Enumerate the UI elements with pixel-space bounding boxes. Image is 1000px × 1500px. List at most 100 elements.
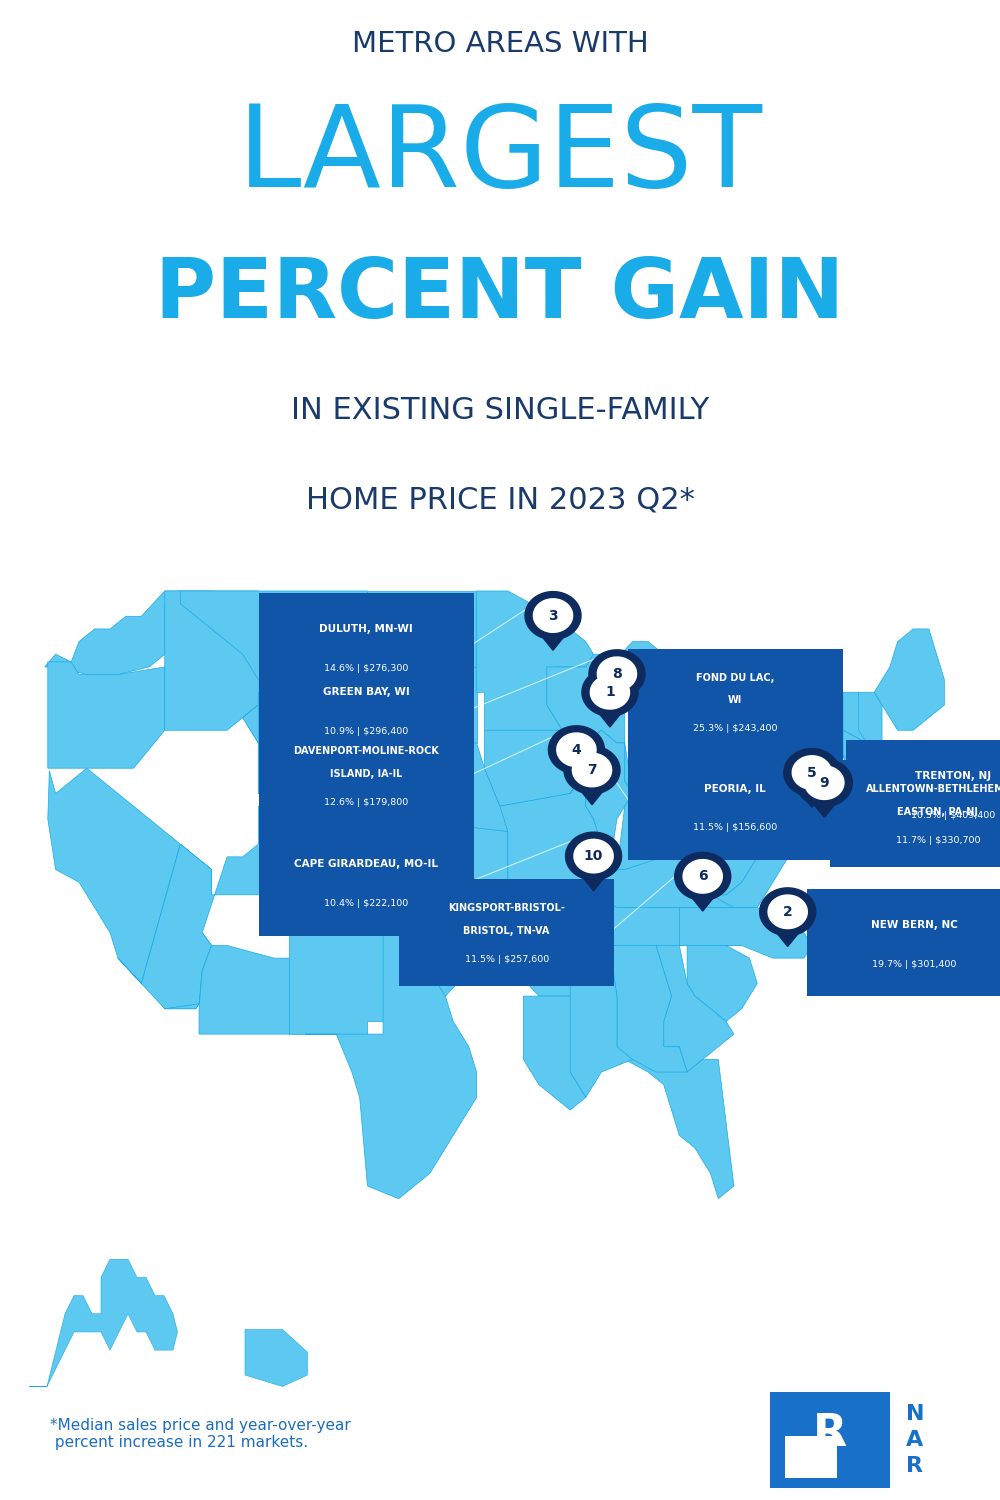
- Polygon shape: [547, 654, 633, 756]
- Text: DAVENPORT-MOLINE-ROCK: DAVENPORT-MOLINE-ROCK: [293, 746, 439, 756]
- Polygon shape: [572, 753, 612, 788]
- FancyBboxPatch shape: [628, 753, 843, 859]
- Polygon shape: [675, 852, 731, 900]
- Polygon shape: [602, 690, 632, 708]
- Polygon shape: [477, 591, 594, 730]
- Polygon shape: [874, 768, 882, 782]
- Polygon shape: [484, 730, 586, 806]
- Polygon shape: [289, 794, 399, 895]
- Polygon shape: [768, 896, 807, 928]
- Text: WI: WI: [728, 696, 742, 705]
- Polygon shape: [180, 591, 367, 693]
- Polygon shape: [566, 833, 622, 880]
- Polygon shape: [812, 794, 835, 831]
- FancyBboxPatch shape: [785, 1437, 837, 1479]
- Polygon shape: [289, 896, 383, 1034]
- Polygon shape: [667, 730, 734, 794]
- Text: 10.5% | $409,400: 10.5% | $409,400: [911, 810, 995, 819]
- Polygon shape: [48, 662, 165, 768]
- Polygon shape: [578, 871, 609, 891]
- Polygon shape: [703, 806, 757, 895]
- FancyBboxPatch shape: [628, 650, 843, 756]
- Polygon shape: [749, 831, 804, 856]
- Polygon shape: [399, 819, 508, 896]
- Polygon shape: [199, 945, 289, 1034]
- Polygon shape: [796, 759, 852, 807]
- Polygon shape: [533, 598, 573, 633]
- Polygon shape: [590, 675, 630, 710]
- Polygon shape: [687, 945, 757, 1022]
- Text: 5: 5: [807, 765, 817, 780]
- Polygon shape: [805, 766, 844, 800]
- Text: METRO AREAS WITH: METRO AREAS WITH: [352, 30, 648, 58]
- Polygon shape: [589, 650, 645, 698]
- Polygon shape: [656, 945, 734, 1072]
- Text: EASTON, PA-NJ: EASTON, PA-NJ: [897, 807, 978, 818]
- Polygon shape: [687, 892, 718, 910]
- Polygon shape: [523, 996, 586, 1110]
- Text: 11.7% | $330,700: 11.7% | $330,700: [896, 836, 980, 844]
- Text: *Median sales price and year-over-year
 percent increase in 221 markets.: *Median sales price and year-over-year p…: [50, 1418, 351, 1450]
- Polygon shape: [760, 888, 816, 936]
- Text: ALLENTOWN-BETHLEHEM-: ALLENTOWN-BETHLEHEM-: [866, 784, 1000, 794]
- Polygon shape: [683, 859, 722, 892]
- Polygon shape: [843, 693, 866, 742]
- Polygon shape: [245, 1329, 308, 1386]
- Polygon shape: [574, 840, 613, 873]
- Text: GREEN BAY, WI: GREEN BAY, WI: [323, 687, 410, 698]
- Text: FOND DU LAC,: FOND DU LAC,: [696, 674, 774, 682]
- Polygon shape: [48, 768, 212, 1010]
- Text: BRISTOL, TN-VA: BRISTOL, TN-VA: [463, 926, 550, 936]
- Text: A: A: [906, 1430, 924, 1450]
- Polygon shape: [609, 642, 679, 730]
- Text: R: R: [813, 1413, 847, 1455]
- Polygon shape: [557, 734, 596, 766]
- Polygon shape: [804, 819, 820, 844]
- Text: 8: 8: [612, 668, 622, 681]
- Polygon shape: [796, 788, 827, 807]
- Text: 2: 2: [783, 904, 793, 920]
- Text: LARGEST: LARGEST: [238, 100, 763, 211]
- Text: 11.5% | $257,600: 11.5% | $257,600: [465, 956, 549, 964]
- Text: 12.6% | $179,800: 12.6% | $179,800: [324, 798, 408, 807]
- FancyBboxPatch shape: [830, 760, 1000, 867]
- Text: N: N: [906, 1404, 924, 1423]
- Text: 3: 3: [548, 609, 558, 622]
- Text: R: R: [906, 1456, 924, 1476]
- Polygon shape: [679, 908, 812, 958]
- Text: 10.4% | $222,100: 10.4% | $222,100: [324, 900, 408, 909]
- Polygon shape: [562, 908, 633, 1098]
- Polygon shape: [757, 693, 843, 768]
- FancyBboxPatch shape: [259, 828, 474, 936]
- Polygon shape: [538, 632, 568, 651]
- Polygon shape: [141, 844, 212, 1010]
- Polygon shape: [859, 693, 882, 742]
- Text: IN EXISTING SINGLE-FAMILY: IN EXISTING SINGLE-FAMILY: [291, 396, 709, 424]
- Polygon shape: [582, 669, 638, 716]
- Polygon shape: [874, 628, 944, 730]
- FancyBboxPatch shape: [259, 657, 474, 764]
- Polygon shape: [165, 591, 258, 730]
- Polygon shape: [45, 591, 212, 675]
- FancyBboxPatch shape: [807, 890, 1000, 996]
- Polygon shape: [243, 693, 367, 794]
- Polygon shape: [625, 1059, 734, 1198]
- Text: 4: 4: [572, 742, 581, 758]
- Text: 11.5% | $156,600: 11.5% | $156,600: [693, 824, 777, 833]
- Polygon shape: [843, 756, 874, 782]
- Polygon shape: [500, 768, 609, 984]
- Polygon shape: [367, 591, 477, 668]
- Text: 10.9% | $296,400: 10.9% | $296,400: [324, 728, 408, 736]
- Text: ISLAND, IA-IL: ISLAND, IA-IL: [330, 770, 403, 778]
- Polygon shape: [809, 798, 840, 818]
- Polygon shape: [367, 668, 477, 742]
- Polygon shape: [784, 748, 840, 796]
- FancyBboxPatch shape: [846, 740, 1000, 847]
- FancyBboxPatch shape: [259, 592, 474, 700]
- Polygon shape: [305, 896, 477, 1198]
- Polygon shape: [792, 756, 831, 789]
- Text: HOME PRICE IN 2023 Q2*: HOME PRICE IN 2023 Q2*: [306, 484, 694, 514]
- Text: 7: 7: [587, 764, 597, 777]
- Polygon shape: [597, 657, 637, 690]
- Polygon shape: [516, 896, 594, 996]
